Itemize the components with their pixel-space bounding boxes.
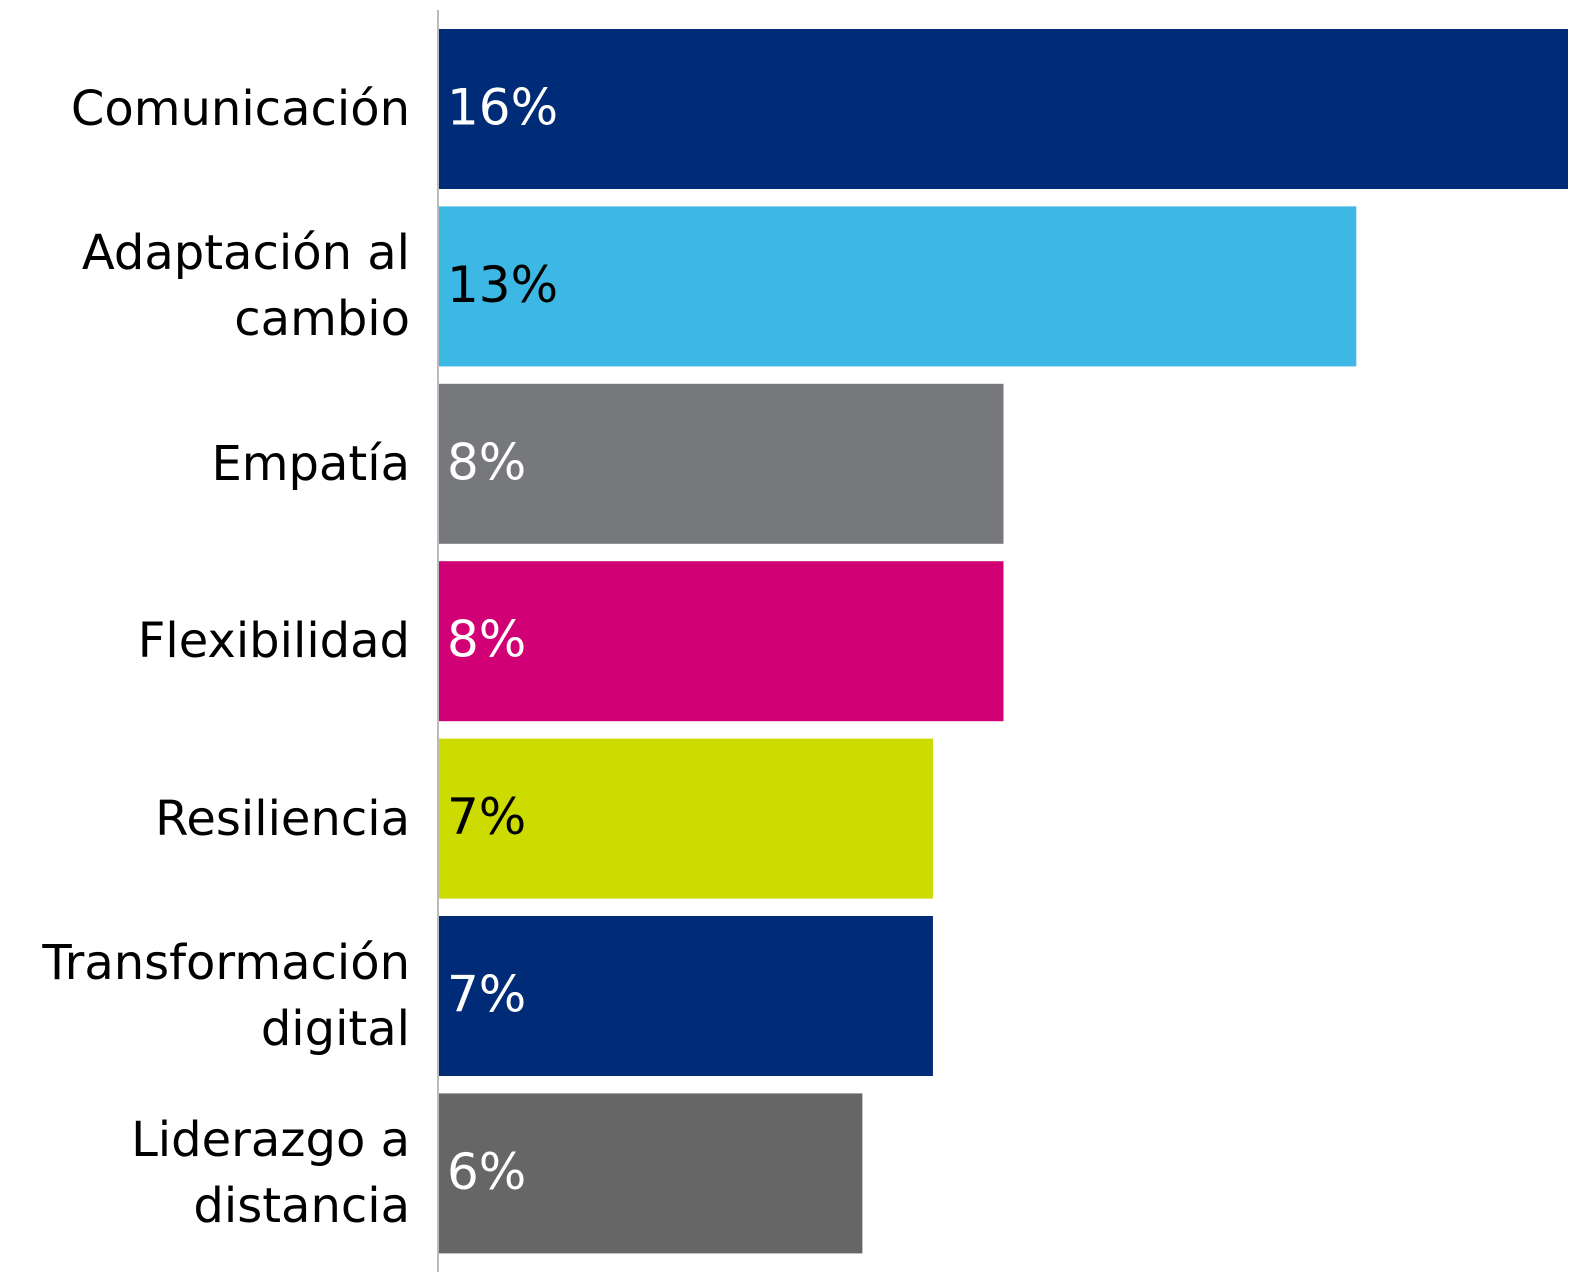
bar — [439, 29, 1568, 189]
category-label: Transformación digital — [42, 935, 410, 1057]
bar — [439, 383, 1004, 544]
value-label: 16% — [447, 79, 558, 137]
bar — [439, 738, 933, 899]
bar — [439, 206, 1357, 367]
category-label: Comunicación — [70, 81, 410, 137]
category-label: Empatía — [211, 435, 410, 492]
category-label: Adaptación al cambio — [81, 225, 410, 348]
bar — [439, 916, 933, 1076]
value-label: 7% — [447, 788, 526, 846]
bar — [439, 561, 1004, 722]
value-label: 6% — [447, 1143, 526, 1201]
category-label: Liderazgo a distancia — [131, 1112, 410, 1235]
value-label: 13% — [447, 256, 558, 314]
value-label: 8% — [447, 611, 526, 669]
category-label: Flexibilidad — [137, 613, 410, 670]
category-label: Resiliencia — [155, 790, 410, 847]
value-label: 7% — [447, 966, 526, 1024]
bar — [439, 1093, 863, 1254]
value-label: 8% — [447, 433, 526, 491]
